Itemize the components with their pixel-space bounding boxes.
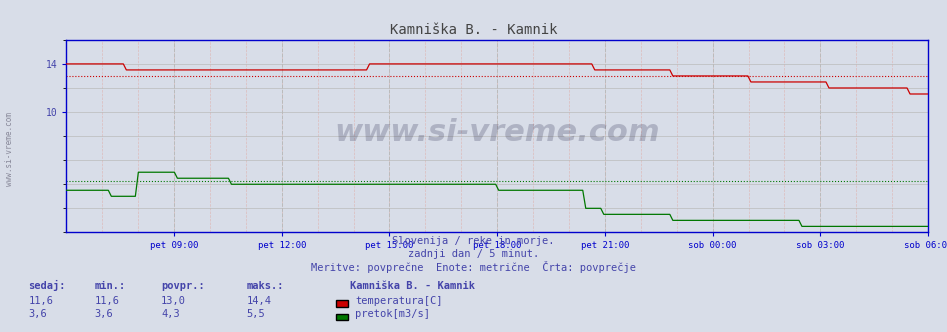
Text: temperatura[C]: temperatura[C] [355,296,442,306]
Text: maks.:: maks.: [246,281,284,291]
Text: povpr.:: povpr.: [161,281,205,291]
Text: Kamniška B. - Kamnik: Kamniška B. - Kamnik [350,281,475,291]
Text: 13,0: 13,0 [161,296,186,306]
Text: 4,3: 4,3 [161,309,180,319]
Text: 5,5: 5,5 [246,309,265,319]
Text: zadnji dan / 5 minut.: zadnji dan / 5 minut. [408,249,539,259]
Text: 11,6: 11,6 [28,296,53,306]
Text: Slovenija / reke in morje.: Slovenija / reke in morje. [392,236,555,246]
Text: sedaj:: sedaj: [28,280,66,291]
Text: Kamniška B. - Kamnik: Kamniška B. - Kamnik [390,23,557,37]
Text: Meritve: povprečne  Enote: metrične  Črta: povprečje: Meritve: povprečne Enote: metrične Črta:… [311,261,636,273]
Text: pretok[m3/s]: pretok[m3/s] [355,309,430,319]
Text: www.si-vreme.com: www.si-vreme.com [5,113,14,186]
Text: min.:: min.: [95,281,126,291]
Text: 3,6: 3,6 [95,309,114,319]
Text: 14,4: 14,4 [246,296,271,306]
Text: 3,6: 3,6 [28,309,47,319]
Text: www.si-vreme.com: www.si-vreme.com [334,118,660,147]
Text: 11,6: 11,6 [95,296,119,306]
